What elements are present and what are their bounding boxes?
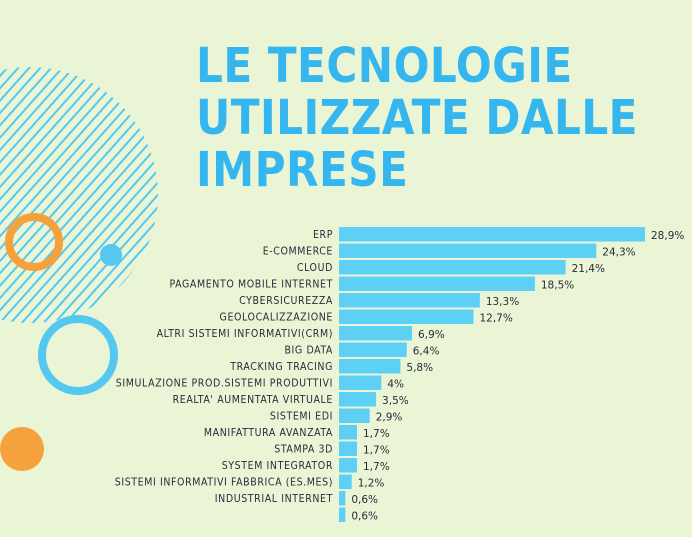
value-label: 2,9% <box>376 412 403 424</box>
category-label: SISTEMI EDI <box>270 411 333 423</box>
bar <box>339 507 346 522</box>
category-label: PAGAMENTO MOBILE INTERNET <box>170 279 334 291</box>
category-label: STAMPA 3D <box>274 444 333 456</box>
bar <box>339 342 407 357</box>
category-label: ERP <box>313 229 333 241</box>
value-label: 0,6% <box>351 511 378 523</box>
category-label: CYBERSICUREZZA <box>239 295 333 307</box>
stripe-line <box>0 67 158 323</box>
value-label: 21,4% <box>572 263 605 275</box>
category-label: TRACKING TRACING <box>229 361 333 373</box>
stripe-line <box>0 67 158 323</box>
value-label: 1,7% <box>363 445 390 457</box>
title-line-1: LE TECNOLOGIE <box>196 38 573 94</box>
value-label: 1,7% <box>363 461 390 473</box>
stripe-line <box>0 67 86 323</box>
stripe-line <box>0 67 158 323</box>
category-label: ALTRI SISTEMI INFORMATIVI(CRM) <box>157 328 333 340</box>
bar <box>339 474 352 489</box>
category-label: CLOUD <box>297 262 333 274</box>
value-label: 6,9% <box>418 329 445 341</box>
stripe-line <box>0 67 158 323</box>
bar <box>339 309 474 324</box>
value-label: 0,6% <box>351 494 378 506</box>
category-label: SISTEMI INFORMATIVI FABBRICA (ES.MES) <box>115 477 333 489</box>
category-label: SYSTEM INTEGRATOR <box>222 460 333 472</box>
bar <box>339 458 357 473</box>
bar <box>339 326 413 341</box>
stripe-line <box>0 67 158 323</box>
category-label: MANIFATTURA AVANZATA <box>204 427 333 439</box>
category-label: INDUSTRIAL INTERNET <box>215 493 333 505</box>
category-label: SIMULAZIONE PROD.SISTEMI PRODUTTIVI <box>116 378 333 390</box>
stripe-line <box>0 67 158 323</box>
value-label: 6,4% <box>413 346 440 358</box>
category-label: BIG DATA <box>284 345 333 357</box>
bar <box>339 392 377 407</box>
value-label: 24,3% <box>602 247 635 259</box>
bar <box>339 408 370 423</box>
stripe-line <box>0 67 130 323</box>
bar <box>339 441 357 456</box>
bar <box>339 491 346 506</box>
value-label: 13,3% <box>486 296 519 308</box>
bar <box>339 425 357 440</box>
stripe-line <box>0 67 97 323</box>
stripe-line <box>0 67 64 323</box>
value-label: 5,8% <box>406 362 433 374</box>
stripe-line <box>0 67 75 323</box>
bar <box>339 227 645 242</box>
value-label: 3,5% <box>382 395 409 407</box>
stripe-line <box>0 67 158 323</box>
bar <box>339 375 382 390</box>
value-label: 1,7% <box>363 428 390 440</box>
bar <box>339 243 597 258</box>
orange-dot <box>0 427 44 471</box>
stripe-line <box>0 67 152 323</box>
page-title: LE TECNOLOGIE UTILIZZATE DALLE IMPRESE <box>196 40 638 196</box>
category-label: E-COMMERCE <box>263 246 333 258</box>
category-label: GEOLOCALIZZAZIONE <box>220 312 333 324</box>
value-label: 12,7% <box>479 313 512 325</box>
value-label: 18,5% <box>541 280 574 292</box>
value-label: 28,9% <box>651 230 684 242</box>
bar <box>339 260 566 275</box>
orange-ring <box>5 213 63 271</box>
bar <box>339 293 480 308</box>
blue-dot <box>100 244 122 266</box>
value-label: 4% <box>387 379 404 391</box>
title-line-2: UTILIZZATE DALLE <box>196 90 638 146</box>
stripe-line <box>0 67 158 323</box>
bar <box>339 276 535 291</box>
stripe-line <box>0 67 108 323</box>
stripe-line <box>0 67 158 323</box>
stripe-line <box>0 67 119 323</box>
bar <box>339 359 401 374</box>
stripe-line <box>0 67 158 323</box>
category-label: REALTA' AUMENTATA VIRTUALE <box>173 394 333 406</box>
stripe-line <box>0 67 141 323</box>
value-label: 1,2% <box>358 478 385 490</box>
blue-ring <box>38 315 118 395</box>
title-line-3: IMPRESE <box>196 142 409 198</box>
